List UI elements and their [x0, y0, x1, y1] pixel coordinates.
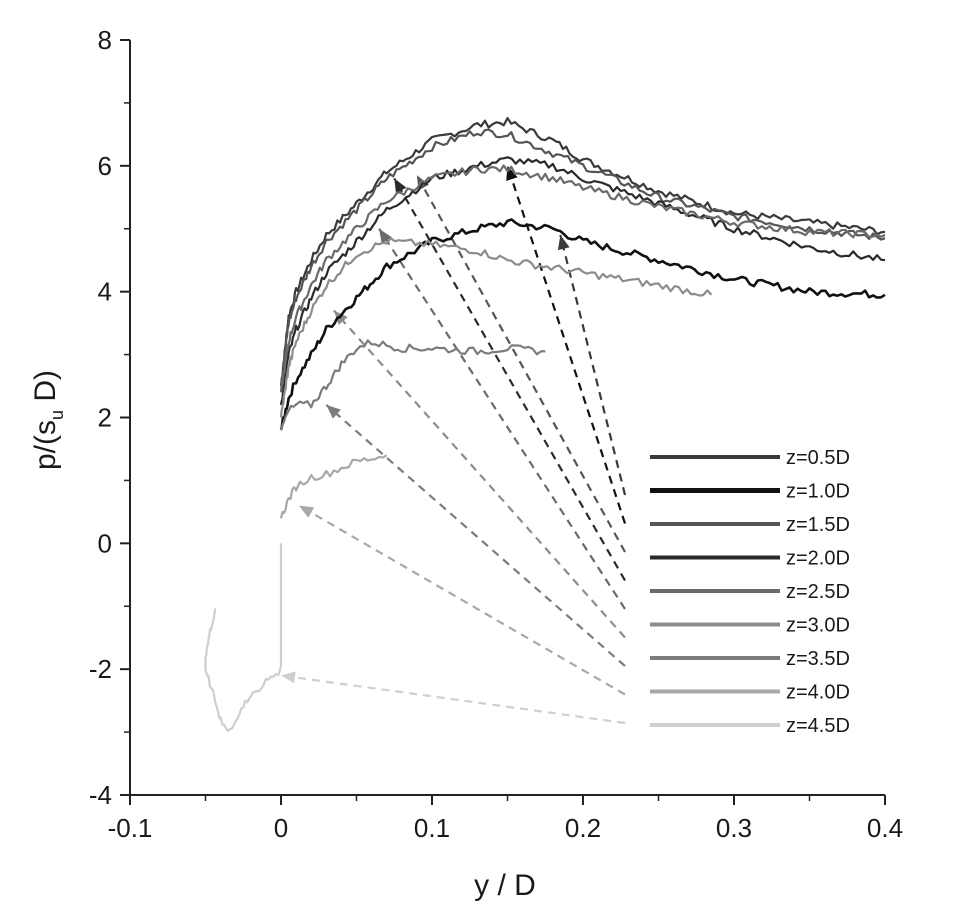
annotation-arrow	[378, 228, 626, 610]
annotation-arrow	[333, 309, 626, 639]
annotation-arrowhead	[557, 235, 570, 251]
annotation-arrowhead	[379, 228, 392, 244]
y-tick-label: -2	[89, 654, 112, 684]
series-line-z-0-5d	[279, 117, 886, 387]
annotation-arrowhead	[394, 178, 407, 194]
y-axis-label: p/(su D)	[29, 370, 67, 470]
annotation-arrow	[506, 165, 627, 524]
annotation-arrowhead	[299, 505, 315, 518]
series-line-z-3-0d	[279, 237, 713, 418]
y-tick-label: 8	[98, 25, 112, 55]
annotation-arrow	[280, 674, 626, 725]
series-lines	[204, 117, 886, 732]
x-tick-label: -0.1	[108, 813, 153, 843]
legend-label: z=1.0D	[786, 481, 850, 503]
x-tick-label: 0	[274, 813, 288, 843]
y-tick-label: 4	[98, 277, 112, 307]
series-line-z-2-0d	[279, 156, 886, 406]
annotation-arrow	[298, 504, 626, 696]
x-tick-label: 0.3	[716, 813, 752, 843]
y-tick-label: 6	[98, 151, 112, 181]
annotation-arrow	[325, 404, 626, 667]
x-tick-label: 0.2	[565, 813, 601, 843]
arrows	[280, 165, 627, 725]
series-line-z-1-0d	[279, 218, 886, 431]
legend-label: z=2.5D	[786, 581, 850, 603]
ticks: -4 -2 0 2 4 6 8 -0.1 0 0.1 0.2 0.3 0.4	[89, 25, 903, 843]
x-tick-label: 0.4	[867, 813, 903, 843]
y-tick-label: -4	[89, 780, 112, 810]
series-line-z-4-5d	[204, 543, 283, 732]
legend-label: z=0.5D	[786, 447, 850, 469]
y-tick-label: 2	[98, 403, 112, 433]
annotation-arrow	[415, 174, 626, 553]
series-line-z-1-5d	[279, 128, 886, 387]
legend-label: z=4.5D	[786, 715, 850, 737]
x-axis-label: y / D	[474, 869, 536, 902]
series-line-z-4-0d	[279, 454, 388, 519]
y-axis-label-end: D)	[29, 370, 62, 410]
series-line-z-3-5d	[279, 339, 546, 431]
legend: z=0.5D z=1.0D z=1.5D z=2.0D z=2.5D z=3.0D z=3.…	[650, 447, 850, 737]
annotation-arrowhead	[326, 404, 341, 419]
x-tick-label: 0.1	[414, 813, 450, 843]
annotation-arrowhead	[281, 671, 296, 684]
axes	[129, 40, 885, 796]
legend-label: z=4.0D	[786, 682, 850, 704]
series-line-z-2-5d	[279, 164, 886, 393]
legend-label: z=3.0D	[786, 615, 850, 637]
annotation-arrow	[559, 234, 627, 496]
legend-label: z=1.5D	[786, 514, 850, 536]
y-tick-label: 0	[98, 528, 112, 558]
annotation-arrow	[393, 177, 626, 582]
y-axis-label-subscript: u	[47, 410, 67, 420]
y-axis-label-main: p/(s	[29, 420, 62, 470]
legend-label: z=3.5D	[786, 648, 850, 670]
legend-label: z=2.0D	[786, 548, 850, 570]
